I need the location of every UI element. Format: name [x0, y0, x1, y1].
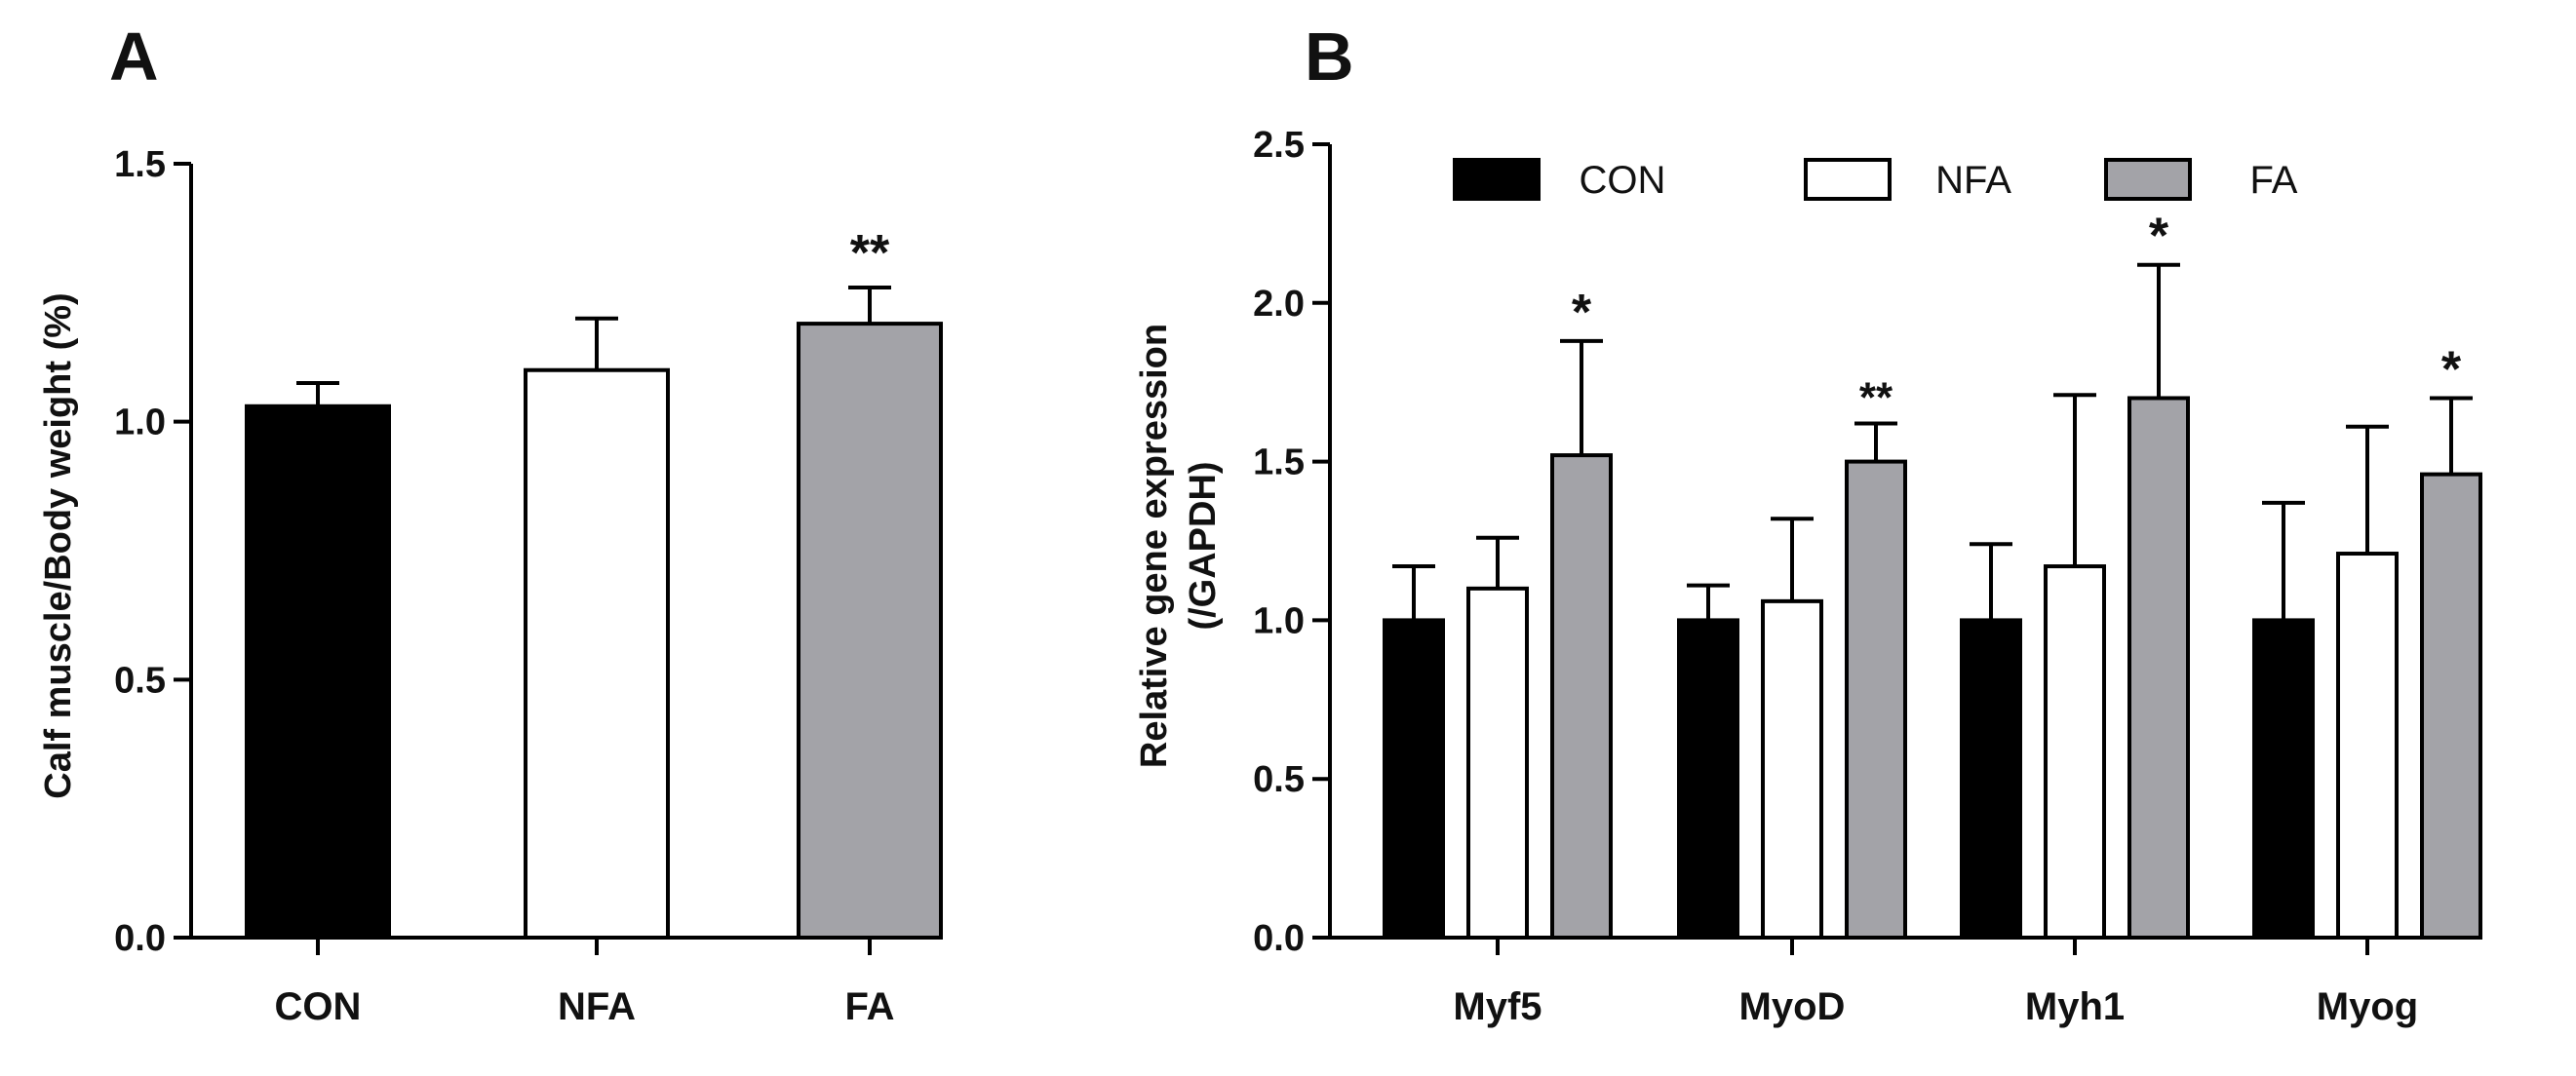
panel-b-label: B — [1305, 19, 1354, 95]
panel-b-bar-myh1-con — [1960, 618, 2022, 941]
panel-b-bars: ***** — [1383, 209, 2482, 941]
panel-a-significance-marker: ** — [850, 225, 890, 282]
panel-b-bar-myog-con — [2252, 618, 2315, 941]
panel-a-category-label: NFA — [558, 985, 636, 1028]
panel-a-bars: ** — [245, 225, 943, 940]
panel-b-category-label: Myf5 — [1453, 985, 1542, 1028]
panel-b: B Relative gene expression (/GAPDH) 0.00… — [1134, 19, 2482, 1028]
panel-a-label: A — [109, 19, 159, 95]
panel-b-bar-myod-nfa — [1761, 598, 1823, 940]
panel-b-legend-label: NFA — [1935, 159, 2011, 202]
panel-a-bar-fa — [797, 322, 943, 940]
panel-b-legend: CON NFA FA — [1453, 158, 2298, 202]
panel-a: A Calf muscle/Body weight (%) 0.0 0.5 1.0 1… — [38, 19, 943, 1028]
panel-b-y-ticks: 0.0 0.5 1.0 1.5 2.0 2.5 — [1253, 125, 1330, 959]
panel-b-y-tick-label: 2.5 — [1253, 125, 1305, 166]
panel-b-significance-marker: * — [2441, 341, 2462, 398]
panel-a-categories: CON NFA FA — [275, 938, 895, 1028]
panel-b-legend-swatch-nfa — [1804, 158, 1892, 201]
panel-b-significance-marker: * — [1572, 285, 1592, 341]
panel-b-bar-myog-nfa — [2336, 552, 2399, 940]
panel-b-bar-myh1-nfa — [2044, 564, 2106, 940]
panel-b-y-axis-label-line1: Relative gene expression — [1134, 324, 1175, 768]
panel-b-y-tick-label: 0.0 — [1253, 918, 1305, 959]
panel-b-y-tick-label: 1.5 — [1253, 442, 1305, 483]
panel-b-bar-myod-con — [1677, 618, 1739, 941]
panel-b-legend-label: FA — [2250, 159, 2298, 202]
panel-a-y-ticks: 0.0 0.5 1.0 1.5 — [114, 144, 191, 959]
panel-b-y-axis-label-line2: (/GAPDH) — [1183, 461, 1224, 630]
panel-a-category-label: FA — [844, 985, 894, 1028]
panel-b-bar-myf5-fa — [1550, 453, 1613, 940]
panel-b-legend-swatch-fa — [2104, 158, 2192, 201]
panel-b-significance-marker: ** — [1859, 374, 1893, 422]
panel-b-legend-label: CON — [1580, 159, 1666, 202]
panel-a-y-tick-label: 1.5 — [114, 144, 166, 185]
panel-b-bar-myf5-nfa — [1466, 586, 1529, 941]
panel-b-bar-myh1-fa — [2127, 396, 2190, 941]
panel-b-category-label: MyoD — [1739, 985, 1846, 1028]
panel-a-bar-con — [245, 404, 391, 940]
panel-b-significance-marker: * — [2149, 209, 2169, 265]
panel-a-y-tick-label: 0.5 — [114, 660, 166, 701]
panel-b-y-tick-label: 0.5 — [1253, 759, 1305, 800]
panel-a-y-tick-label: 1.0 — [114, 403, 166, 443]
panel-a-category-label: CON — [275, 985, 362, 1028]
panel-b-y-tick-label: 2.0 — [1253, 284, 1305, 325]
panel-b-legend-swatch-con — [1453, 158, 1541, 201]
panel-b-category-label: Myog — [2317, 985, 2418, 1028]
panel-a-y-tick-label: 0.0 — [114, 918, 166, 959]
panel-b-bar-myod-fa — [1845, 459, 1907, 940]
panel-b-category-label: Myh1 — [2025, 985, 2125, 1028]
panel-b-bar-myog-fa — [2420, 472, 2482, 940]
panel-b-bar-myf5-con — [1383, 618, 1445, 941]
panel-b-categories: Myf5 MyoD Myh1 Myog — [1453, 938, 2418, 1028]
panel-a-y-axis-label: Calf muscle/Body weight (%) — [38, 292, 79, 798]
panel-b-y-tick-label: 1.0 — [1253, 600, 1305, 641]
panel-a-bar-nfa — [524, 367, 670, 940]
